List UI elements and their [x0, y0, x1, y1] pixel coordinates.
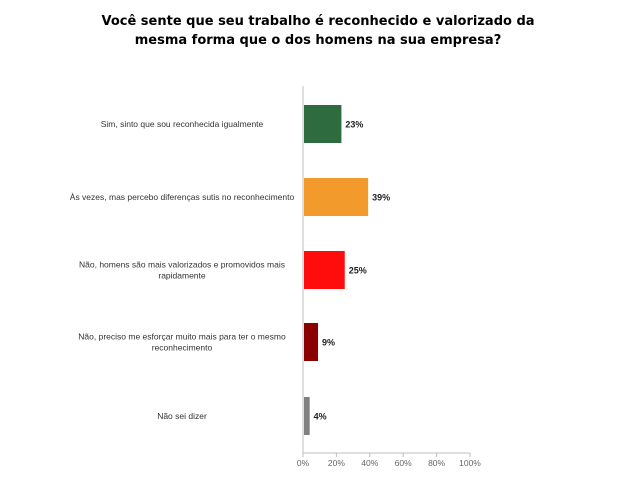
bar [304, 323, 319, 361]
bar [304, 105, 342, 143]
chart-title: Você sente que seu trabalho é reconhecid… [0, 12, 636, 50]
chart-title-line-1: Você sente que seu trabalho é reconhecid… [101, 14, 535, 29]
x-tick-label: 60% [395, 458, 412, 468]
x-tick-label: 80% [428, 458, 445, 468]
category-label: Não, preciso me esforçar muito mais para… [78, 332, 286, 342]
value-label: 39% [372, 193, 390, 203]
value-label: 9% [322, 338, 335, 348]
x-tick-label: 0% [297, 458, 310, 468]
category-label: Às vezes, mas percebo diferenças sutis n… [70, 192, 295, 202]
x-tick-label: 40% [361, 458, 378, 468]
category-label: Sim, sinto que sou reconhecida igualment… [101, 119, 264, 129]
value-label: 4% [314, 412, 327, 422]
category-label: Não sei dizer [157, 411, 207, 421]
bar [304, 178, 369, 216]
value-label: 23% [345, 120, 363, 130]
x-tick-label: 20% [328, 458, 345, 468]
category-label: rapidamente [158, 271, 206, 281]
bar [304, 397, 310, 435]
category-label: Não, homens são mais valorizados e promo… [79, 260, 285, 270]
bar [304, 251, 345, 289]
category-label: reconhecimento [152, 343, 213, 353]
value-label: 25% [349, 266, 367, 276]
x-tick-label: 100% [459, 458, 481, 468]
chart-title-line-2: mesma forma que o dos homens na sua empr… [134, 33, 502, 48]
